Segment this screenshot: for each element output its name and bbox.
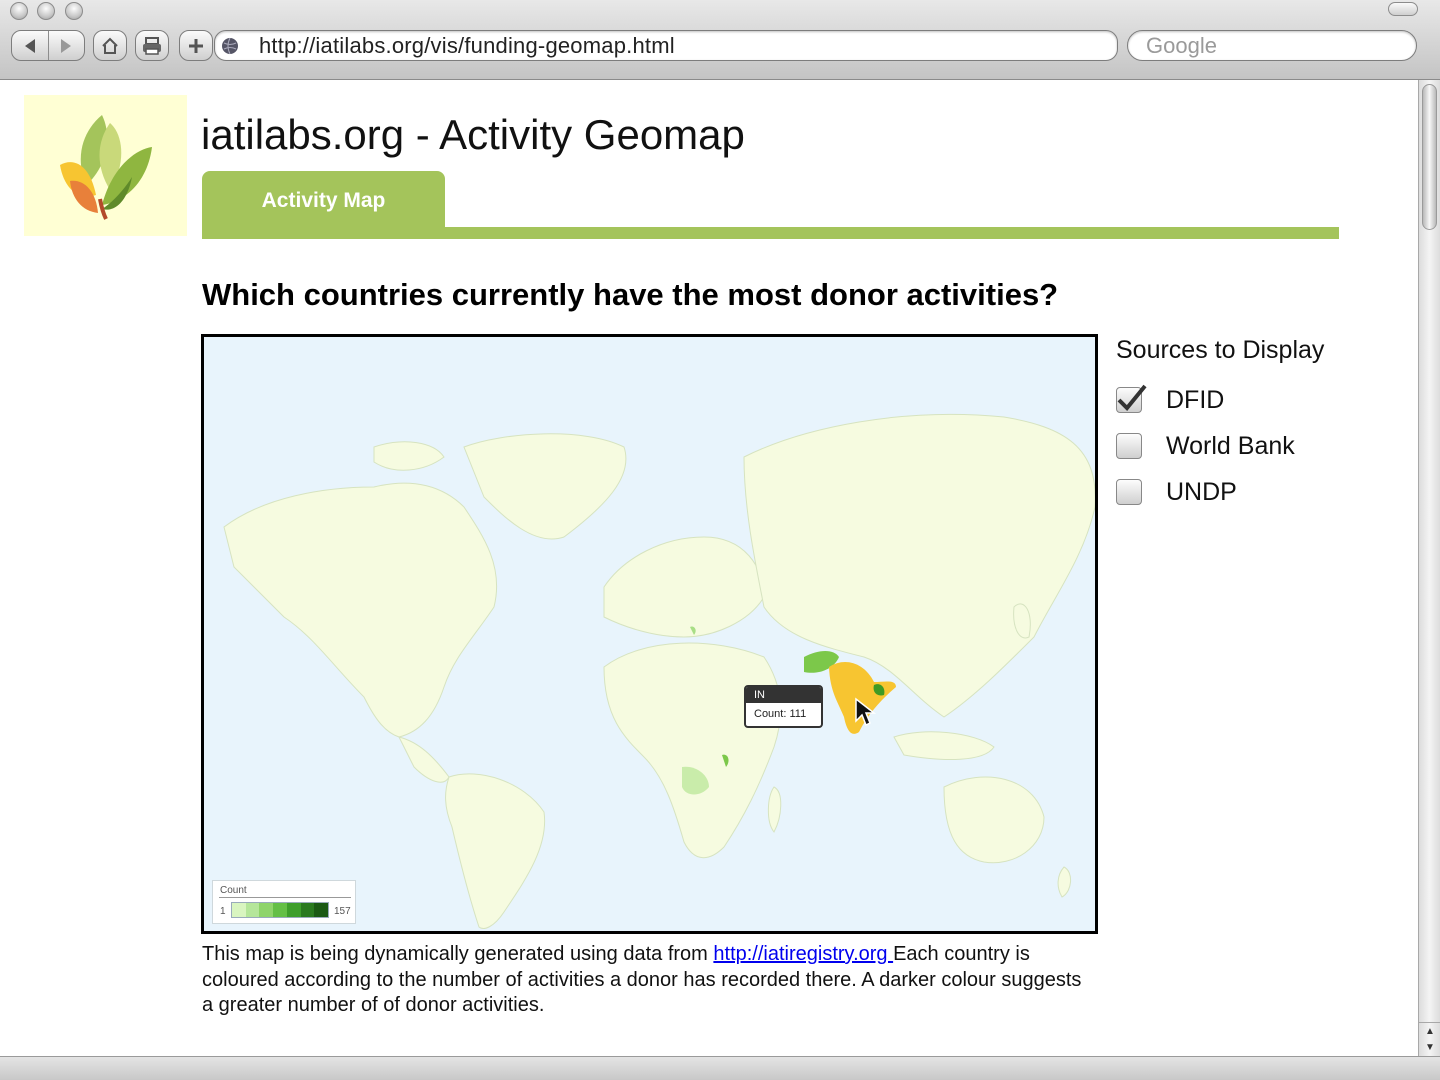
tooltip-count: Count: 111 [754, 708, 807, 720]
legend-title: Count [220, 885, 247, 896]
map-country-bangladesh[interactable] [873, 684, 885, 696]
site-logo[interactable] [24, 95, 187, 236]
map-arctic-islands [373, 441, 445, 471]
back-arrow-icon [24, 38, 35, 53]
scroll-down-arrow[interactable]: ▼ [1425, 1042, 1435, 1054]
zoom-window-button[interactable] [65, 2, 83, 20]
back-button[interactable] [12, 31, 49, 60]
browser-toolbar: http://iatilabs.org/vis/funding-geomap.h… [0, 0, 1440, 80]
map-country-east-africa[interactable] [722, 754, 729, 767]
address-bar[interactable]: http://iatilabs.org/vis/funding-geomap.h… [214, 30, 1118, 61]
page-viewport: iatilabs.org - Activity Geomap Activity … [0, 80, 1418, 1056]
map-central-america [398, 736, 450, 783]
scrollbar-thumb[interactable] [1422, 84, 1437, 230]
map-indonesia [893, 731, 995, 761]
leaf-logo-icon [60, 115, 152, 220]
printer-icon [143, 36, 161, 55]
world-bank-checkbox[interactable] [1116, 433, 1142, 459]
print-button[interactable] [135, 30, 169, 61]
map-legend: Count 1 157 [212, 880, 356, 924]
map-asia [743, 413, 1095, 718]
forward-button[interactable] [49, 31, 85, 60]
page-title: iatilabs.org - Activity Geomap [201, 111, 745, 158]
scroll-up-arrow[interactable]: ▲ [1425, 1025, 1435, 1037]
legend-max: 157 [334, 906, 351, 917]
legend-divider [219, 897, 351, 898]
iati-registry-link[interactable]: http://iatiregistry.org [713, 943, 894, 965]
legend-gradient [231, 902, 329, 918]
status-bar [0, 1056, 1440, 1080]
map-country-dr-congo[interactable] [682, 766, 709, 795]
description-rest: Each country is coloured according to th… [202, 943, 1082, 1016]
map-japan [1013, 603, 1031, 639]
plus-icon [189, 38, 203, 53]
map-australia [943, 776, 1045, 864]
map-madagascar [767, 786, 782, 833]
sources-heading: Sources to Display [1116, 336, 1325, 364]
tab-activity-map[interactable]: Activity Map [202, 171, 445, 231]
minimize-window-button[interactable] [37, 2, 55, 20]
map-country-india[interactable] [829, 662, 896, 734]
map-new-zealand [1057, 866, 1071, 898]
toolbar-toggle-button[interactable] [1388, 2, 1418, 16]
map-tooltip: IN Count: 111 [744, 685, 823, 728]
scroll-arrows: ▲ ▼ [1419, 1022, 1440, 1056]
search-input[interactable] [1146, 32, 1396, 59]
checkmark-icon [1117, 384, 1147, 411]
home-icon [102, 37, 118, 54]
dfid-label: DFID [1166, 385, 1225, 414]
map-country-europe-small[interactable] [690, 626, 696, 635]
world-bank-label: World Bank [1166, 431, 1295, 460]
mouse-cursor-icon [855, 697, 876, 727]
sources-panel: Sources to Display DFID World Bank UNDP [1116, 336, 1324, 515]
map-greenland [463, 433, 627, 540]
vertical-scrollbar[interactable]: ▲ ▼ [1418, 80, 1440, 1056]
description-intro: This map is being dynamically generated … [202, 943, 714, 965]
undp-checkbox[interactable] [1116, 479, 1142, 505]
close-window-button[interactable] [10, 2, 28, 20]
world-map [223, 413, 1095, 929]
map-europe [603, 536, 765, 638]
section-heading: Which countries currently have the most … [202, 277, 1059, 312]
tooltip-country: IN [746, 687, 821, 703]
tab-underline [202, 227, 1339, 239]
source-undp[interactable]: UNDP [1116, 469, 1324, 515]
map-north-america [223, 482, 498, 738]
geomap[interactable]: IN Count: 111 Count 1 157 [201, 334, 1098, 934]
map-africa [603, 642, 782, 859]
history-nav [11, 30, 85, 61]
map-description: This map is being dynamically generated … [202, 942, 1092, 1019]
forward-arrow-icon [61, 38, 72, 53]
map-south-america [445, 773, 546, 929]
globe-icon [222, 37, 238, 54]
home-button[interactable] [93, 30, 127, 61]
url-text: http://iatilabs.org/vis/funding-geomap.h… [259, 32, 675, 58]
search-bar[interactable] [1127, 30, 1417, 61]
add-bookmark-button[interactable] [179, 30, 213, 61]
undp-label: UNDP [1166, 477, 1237, 506]
source-dfid[interactable]: DFID [1116, 377, 1324, 423]
source-world-bank[interactable]: World Bank [1116, 423, 1324, 469]
dfid-checkbox[interactable] [1116, 384, 1147, 413]
legend-min: 1 [220, 906, 226, 917]
